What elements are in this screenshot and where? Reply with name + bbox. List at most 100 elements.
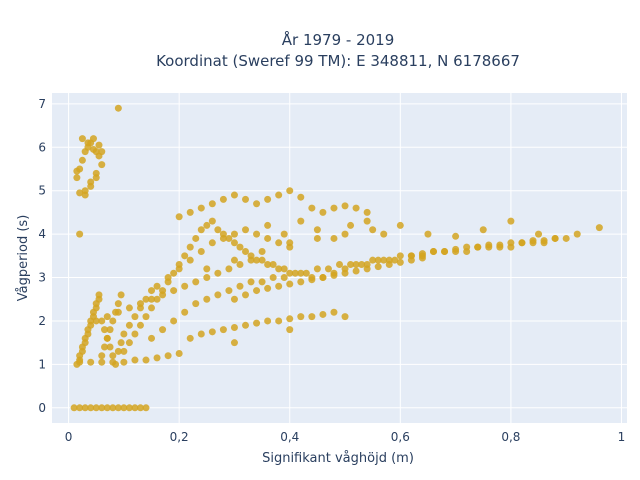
data-point: [286, 280, 294, 288]
data-point: [452, 245, 460, 253]
data-point: [81, 334, 89, 342]
data-point: [148, 287, 156, 295]
data-point: [103, 334, 111, 342]
data-point: [253, 200, 261, 208]
data-point: [148, 304, 156, 312]
data-point: [92, 174, 100, 182]
data-point: [98, 358, 106, 366]
data-point: [153, 354, 161, 362]
data-point: [275, 265, 283, 273]
data-point: [474, 243, 482, 251]
data-point: [264, 284, 272, 292]
x-tick-label: 0: [65, 430, 73, 444]
data-point: [175, 213, 183, 221]
data-point: [103, 404, 111, 412]
data-point: [109, 404, 117, 412]
data-point: [106, 343, 114, 351]
data-point: [73, 174, 81, 182]
data-point: [225, 234, 233, 242]
data-point: [407, 252, 415, 260]
data-point: [142, 404, 150, 412]
x-tick-label: 0,2: [170, 430, 189, 444]
data-point: [297, 269, 305, 277]
data-point: [106, 326, 114, 334]
data-point: [109, 352, 117, 360]
data-point: [203, 265, 211, 273]
data-point: [242, 226, 250, 234]
data-point: [253, 256, 261, 264]
chart-title-line-1: År 1979 - 2019: [282, 30, 395, 49]
data-point: [192, 278, 200, 286]
data-point: [595, 224, 603, 232]
data-point: [429, 247, 437, 255]
data-point: [117, 291, 125, 299]
data-point: [114, 308, 122, 316]
data-point: [242, 321, 250, 329]
data-point: [230, 339, 238, 347]
y-tick-label: 0: [38, 401, 46, 415]
data-point: [258, 256, 266, 264]
data-point: [236, 243, 244, 251]
data-point: [230, 239, 238, 247]
data-point: [186, 256, 194, 264]
data-point: [341, 202, 349, 210]
data-point: [87, 404, 95, 412]
data-point: [535, 230, 543, 238]
data-point: [73, 360, 81, 368]
data-point: [247, 278, 255, 286]
data-point: [73, 167, 81, 175]
data-point: [120, 330, 128, 338]
data-point: [264, 261, 272, 269]
data-point: [452, 232, 460, 240]
data-point: [92, 300, 100, 308]
data-point: [203, 295, 211, 303]
data-point: [253, 230, 261, 238]
data-point: [125, 304, 133, 312]
data-point: [181, 252, 189, 260]
data-point: [131, 404, 139, 412]
data-point: [380, 256, 388, 264]
data-point: [98, 404, 106, 412]
data-point: [76, 404, 84, 412]
data-point: [336, 261, 343, 269]
data-point: [131, 330, 139, 338]
data-point: [242, 195, 250, 203]
data-point: [214, 226, 222, 234]
data-point: [291, 269, 299, 277]
data-point: [297, 313, 305, 321]
data-point: [112, 360, 120, 368]
data-point: [225, 287, 233, 295]
data-point: [219, 326, 227, 334]
data-point: [153, 282, 161, 290]
data-point: [208, 328, 216, 336]
data-point: [380, 230, 388, 238]
data-point: [89, 135, 97, 143]
data-point: [192, 300, 200, 308]
data-point: [170, 317, 178, 325]
data-point: [120, 347, 128, 355]
data-point: [280, 230, 288, 238]
data-point: [78, 343, 86, 351]
data-point: [70, 404, 78, 412]
data-point: [153, 295, 161, 303]
data-point: [363, 208, 371, 216]
data-point: [369, 226, 377, 234]
y-tick-label: 7: [38, 97, 46, 111]
data-point: [308, 204, 316, 212]
data-point: [507, 217, 515, 225]
data-point: [330, 234, 338, 242]
data-point: [230, 323, 238, 331]
data-point: [98, 161, 106, 169]
data-point: [225, 265, 233, 273]
data-point: [463, 243, 471, 251]
data-point: [275, 191, 283, 199]
x-tick-label: 0,4: [280, 430, 299, 444]
data-point: [369, 256, 377, 264]
y-tick-label: 5: [38, 184, 46, 198]
data-point: [258, 278, 266, 286]
data-point: [84, 326, 92, 334]
data-point: [308, 313, 316, 321]
data-point: [236, 261, 244, 269]
data-point: [78, 156, 86, 164]
data-point: [313, 234, 321, 242]
